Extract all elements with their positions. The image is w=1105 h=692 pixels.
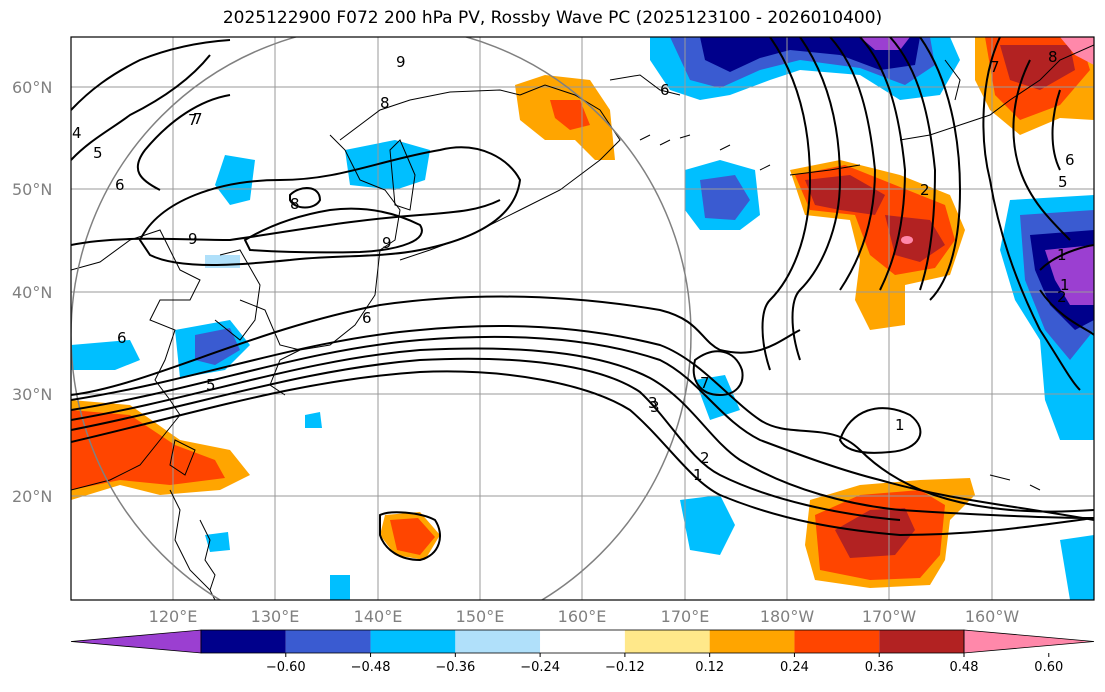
lat-label-30n: 30°N (12, 385, 52, 404)
red-anomaly-small (390, 518, 435, 555)
purple-anomaly-east (1045, 245, 1094, 305)
latitude-labels: 60°N 50°N 40°N 30°N 20°N (12, 78, 52, 506)
colorbar-tick-label: −0.24 (520, 660, 560, 675)
colorbar-tick-label: −0.48 (351, 660, 391, 675)
lat-label-20n: 20°N (12, 487, 52, 506)
lon-label-140e: 140°E (354, 607, 403, 626)
blue-anomaly-tiny (305, 412, 322, 428)
contour-label: 6 (1065, 151, 1075, 169)
contour-label: 7 (990, 58, 1000, 76)
contour-label: 1 (895, 416, 905, 434)
colorbar-tick-label: 0.36 (865, 660, 894, 675)
contour-labels: 9 8 7 6 5 4 3 2 1 9 8 9 6 6 5 7 6 7 2 8 … (72, 48, 1075, 484)
contour-label: 6 (362, 309, 372, 327)
lon-label-170e: 170°E (661, 607, 710, 626)
grid-lines (71, 37, 1094, 600)
colorbar-extend-low (70, 629, 202, 654)
lightblue-anomaly-small (205, 255, 240, 268)
contour-label: 8 (1048, 48, 1058, 66)
contour-label: 9 (382, 234, 392, 252)
colorbar-swatch (540, 630, 625, 653)
contour-label: 7 (193, 110, 203, 128)
colorbar-tick-label: 0.24 (780, 660, 809, 675)
blue-anomaly-china (71, 340, 140, 370)
contour-label: 4 (72, 124, 82, 142)
colorbar-swatch (201, 630, 286, 653)
darkred-anomaly-central-a (805, 175, 885, 215)
contour-label: 9 (188, 230, 198, 248)
lon-label-160e: 160°E (558, 607, 607, 626)
contour-label: 8 (290, 195, 300, 213)
contour-label: 3 (650, 398, 660, 416)
blue-anomaly-dateline (695, 375, 740, 420)
map-frame (70, 36, 1095, 601)
contour-label: 6 (660, 81, 670, 99)
colorbar-tick-label: −0.12 (605, 660, 645, 675)
map-plot-area (71, 37, 1094, 600)
lon-label-170w: 170°W (862, 607, 917, 626)
lon-label-150e: 150°E (456, 607, 505, 626)
longitude-labels: 120°E 130°E 140°E 150°E 160°E 170°E 180°… (149, 607, 1020, 626)
blue-anomaly-mid-inner (700, 175, 750, 220)
pink-anomaly-central (901, 236, 913, 244)
contour-label: 6 (117, 329, 127, 347)
contour-label: 2 (920, 181, 930, 199)
contour-label: 8 (380, 94, 390, 112)
contour-label: 7 (700, 374, 710, 392)
pink-anomaly-ne (1060, 37, 1094, 65)
contour-label: 3 (648, 394, 658, 412)
contour-label: 1 (1057, 246, 1067, 264)
contour-label: 7 (188, 111, 198, 129)
colorbar-tick-label: −0.60 (266, 660, 306, 675)
blue-anomaly-southcentral (680, 495, 735, 555)
colorbar-tick-label: −0.36 (435, 660, 475, 675)
lon-label-180w: 180°W (760, 607, 815, 626)
colorbar-swatch (285, 630, 371, 653)
red-anomaly-kamchatka (550, 100, 590, 130)
contour-label: 1 (693, 466, 703, 484)
blue-anomaly-se (1060, 535, 1094, 600)
contour-label: 5 (206, 376, 216, 394)
pv-contours (71, 37, 1094, 562)
colorbar-tick-label: 0.12 (695, 660, 724, 675)
lat-label-40n: 40°N (12, 283, 52, 302)
colorbar-swatch (455, 630, 541, 653)
contour-label: 2 (700, 449, 710, 467)
blue-anomaly-nw (215, 155, 255, 205)
colorbar: −0.60 −0.48 −0.36 −0.24 −0.12 0.12 0.24 0.36 0.4… (70, 629, 1095, 675)
colorbar-swatch (370, 630, 456, 653)
lon-label-160w: 160°W (965, 607, 1020, 626)
contour-label: 9 (396, 53, 406, 71)
lat-label-60n: 60°N (12, 78, 52, 97)
contour-label: 1 (1060, 276, 1070, 294)
colorbar-tick-label: 0.48 (950, 660, 979, 675)
colorbar-extend-high (963, 629, 1095, 654)
colorbar-swatch (709, 630, 795, 653)
lat-label-50n: 50°N (12, 180, 52, 199)
colorbar-swatch (794, 630, 880, 653)
blue-anomaly-philippines (205, 532, 230, 552)
contour-label: 6 (115, 176, 125, 194)
map-title: 2025122900 F072 200 hPa PV, Rossby Wave … (222, 8, 883, 28)
contour-label: 5 (1058, 173, 1068, 191)
colorbar-frame (200, 629, 965, 654)
colorbar-swatch (879, 630, 964, 653)
lon-label-120e: 120°E (149, 607, 198, 626)
range-circle (71, 37, 692, 600)
blue-anomaly-south (330, 575, 350, 600)
contour-label: 5 (93, 144, 103, 162)
darkred-anomaly-ne (1000, 45, 1075, 90)
blue-anomaly-sakhalin (345, 140, 430, 190)
colorbar-tick-label: 0.60 (1034, 660, 1063, 675)
contour-label: 2 (1057, 288, 1067, 306)
colorbar-swatch (624, 630, 710, 653)
navy-anomaly-north (700, 37, 920, 72)
lon-label-130e: 130°E (251, 607, 300, 626)
